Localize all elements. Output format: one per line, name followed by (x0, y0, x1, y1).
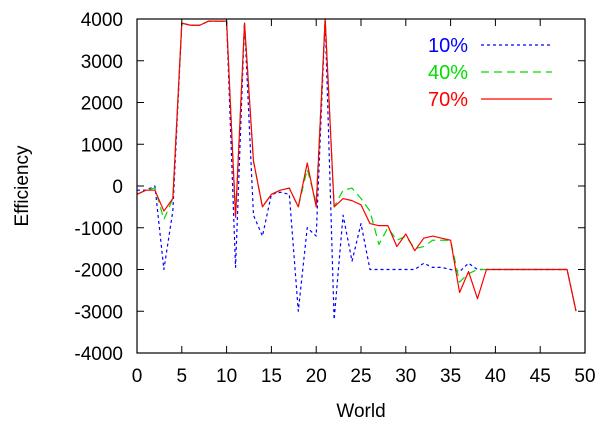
x-tick-label: 0 (132, 366, 143, 387)
x-tick-label: 20 (306, 366, 327, 387)
x-tick-label: 40 (485, 366, 506, 387)
x-tick-label: 25 (350, 366, 371, 387)
legend: 10% 40% 70% (428, 35, 552, 111)
series-lines (137, 19, 576, 320)
x-tick-label: 15 (261, 366, 282, 387)
x-tick-label: 5 (177, 366, 188, 387)
y-tick-label: 3000 (81, 52, 123, 73)
y-tick-label: 0 (112, 177, 123, 198)
legend-label: 40% (428, 62, 468, 84)
y-tick-label: 4000 (81, 10, 123, 31)
x-tick-label: 45 (530, 366, 551, 387)
y-axis-title: Efficiency (12, 145, 33, 226)
plot-area-frame (137, 19, 585, 353)
legend-label: 10% (428, 35, 468, 57)
x-tick-label: 50 (574, 366, 595, 387)
y-tick-label: 2000 (81, 94, 123, 115)
x-axis-title: World (336, 401, 385, 422)
y-tick-label: -2000 (74, 261, 123, 282)
series-line (137, 19, 576, 311)
y-tick-label: -3000 (74, 302, 123, 323)
series-line (137, 19, 576, 320)
y-tick-label: -4000 (74, 344, 123, 365)
series-line (137, 19, 576, 311)
axis-tick-labels: 0 5 10 15 20 25 30 35 40 45 50 -4000 -3000 -2000 -1000… (74, 10, 595, 387)
x-tick-label: 35 (440, 366, 461, 387)
y-tick-label: -1000 (74, 219, 123, 240)
y-tick-label: 1000 (81, 135, 123, 156)
x-tick-label: 30 (395, 366, 416, 387)
axis-ticks (137, 19, 585, 353)
legend-label: 70% (428, 89, 468, 111)
x-tick-label: 10 (216, 366, 237, 387)
